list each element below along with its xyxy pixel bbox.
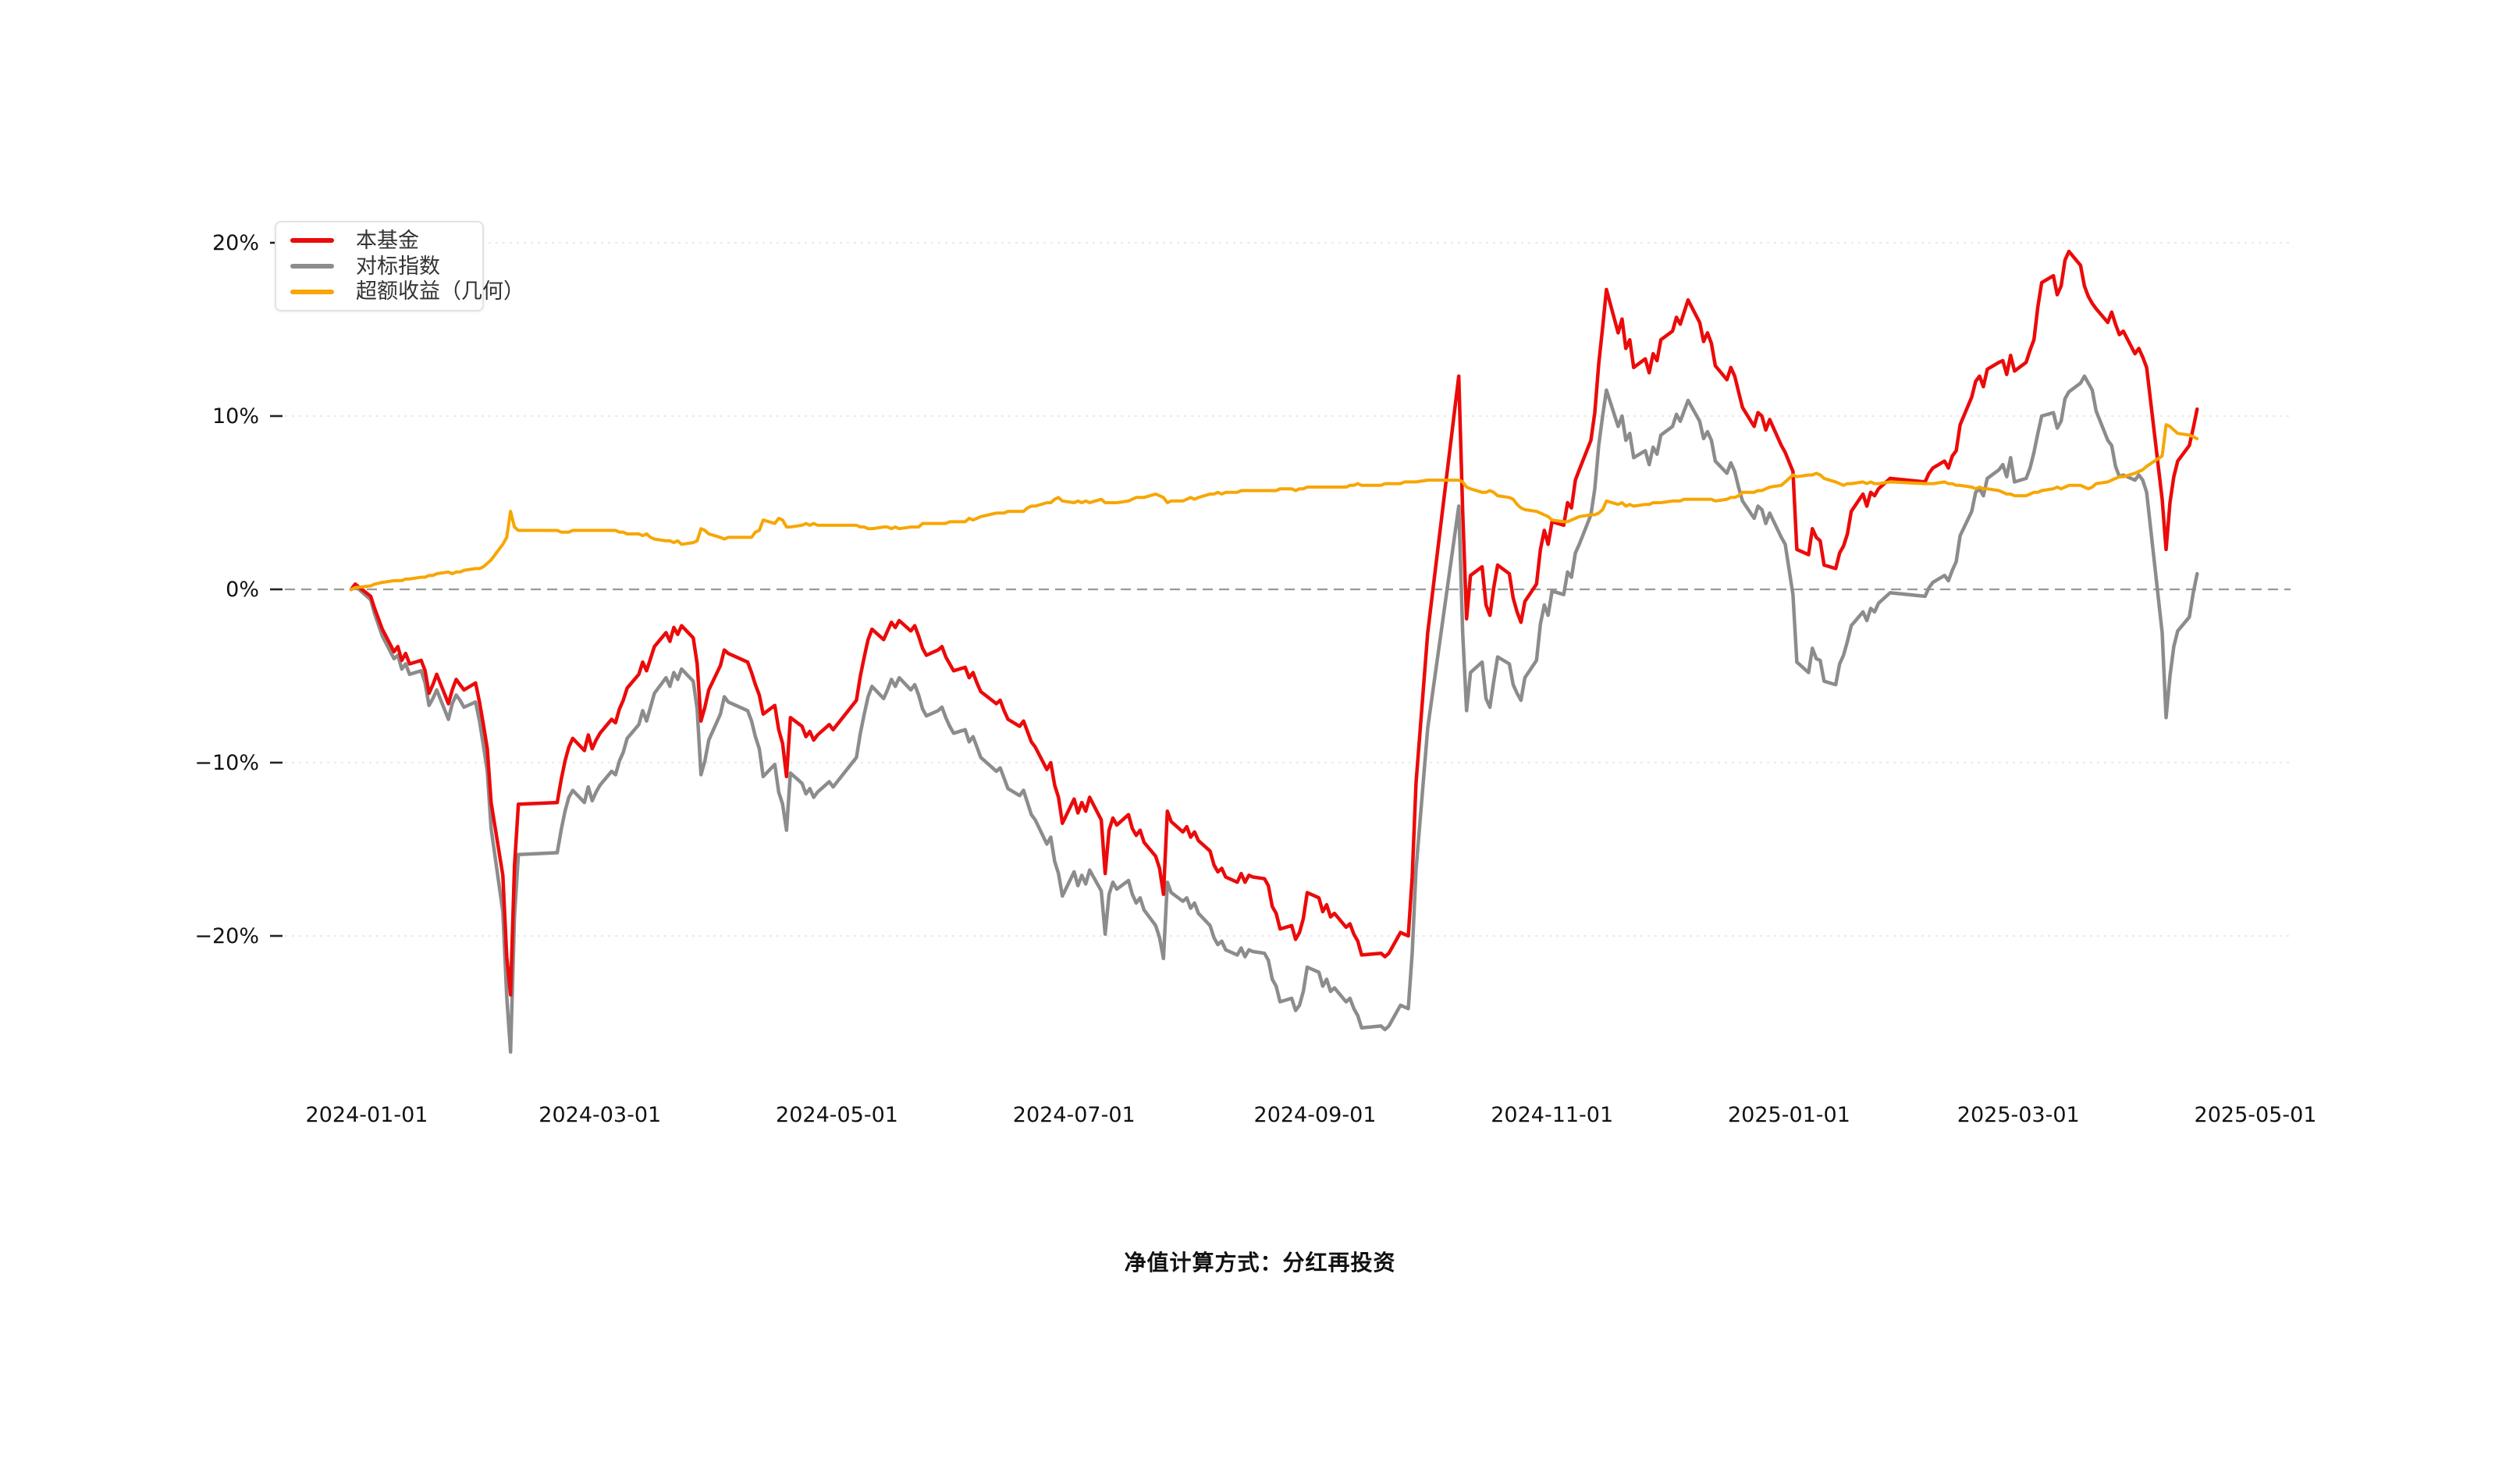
y-axis-label--20: −20% [194,924,259,948]
y-axis-label-20: 20% [212,231,259,255]
x-axis-label-2024-05-01: 2024-05-01 [776,1103,898,1127]
x-axis-label-2024-09-01: 2024-09-01 [1254,1103,1377,1127]
legend-item-index[interactable]: 对标指数 [290,256,474,277]
x-axis-label-2025-05-01: 2025-05-01 [2195,1103,2317,1127]
index-line-swatch-icon [290,264,334,269]
nav-method-note: 净值计算方式：分红再投资 [1124,1250,1396,1275]
series-index-line [349,374,2199,1054]
legend-label-excess: 超额收益（几何） [356,279,524,304]
y-axis-label-10: 10% [212,404,259,429]
legend-item-fund[interactable]: 本基金 [290,230,474,251]
series-excess-line [350,423,2199,591]
y-axis-label-0: 0% [226,578,259,602]
fund-line-swatch-icon [290,238,334,244]
x-axis: 2024-01-01 2024-03-01 2024-05-01 2024-07-01… [306,1103,2317,1127]
legend-item-excess[interactable]: 超额收益（几何） [290,281,524,302]
gridlines [285,242,2291,937]
x-axis-label-2024-03-01: 2024-03-01 [538,1103,661,1127]
x-axis-label-2025-01-01: 2025-01-01 [1728,1103,1850,1127]
x-axis-label-2024-11-01: 2024-11-01 [1491,1103,1613,1127]
legend-label-fund: 本基金 [356,228,419,253]
y-axis-label--10: −10% [194,751,259,775]
legend: 本基金 对标指数 超额收益（几何） [275,221,524,311]
x-axis-label-2025-03-01: 2025-03-01 [1957,1103,2080,1127]
legend-label-index: 对标指数 [356,254,440,279]
excess-line-swatch-icon [290,289,334,294]
series-fund-line [349,249,2199,997]
y-axis: 20% 10% 0% −10% −20% [194,231,283,948]
x-axis-label-2024-07-01: 2024-07-01 [1013,1103,1136,1127]
x-axis-label-2024-01-01: 2024-01-01 [306,1103,428,1127]
